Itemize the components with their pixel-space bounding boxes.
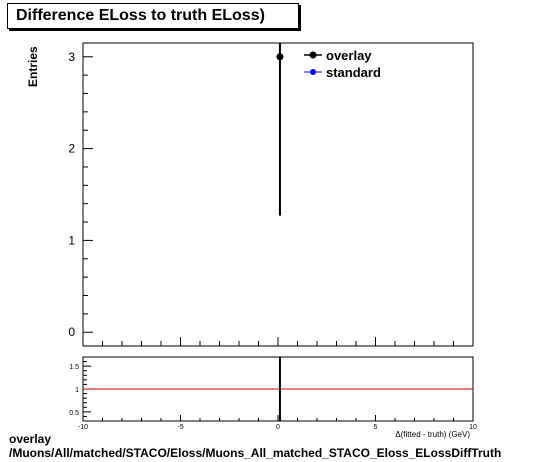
chart-title: Difference ELoss to truth ELoss) (16, 7, 265, 24)
main-data-layer (276, 43, 284, 216)
ratio-x-tick-label: -5 (177, 424, 183, 431)
main-plot-frame (82, 42, 474, 347)
main-y-tick-label: 3 (68, 50, 75, 64)
ratio-x-ticks: -10 -5 0 5 10 (78, 415, 477, 431)
ratio-x-tick-label: 5 (374, 424, 378, 431)
x-axis-label: Δ(fitted - truth) (GeV) (395, 430, 470, 439)
ratio-y-tick-label: 1.5 (69, 364, 79, 371)
chart-title-box: Difference ELoss to truth ELoss) (7, 3, 299, 29)
ratio-y-tick-label: 0.5 (69, 410, 79, 417)
legend: overlay standard (304, 48, 381, 80)
main-y-tick-label: 1 (68, 233, 75, 247)
main-y-tick-label: 2 (68, 142, 75, 156)
caption-line-2: /Muons/All/matched/STACO/Eloss/Muons_All… (9, 446, 502, 460)
data-point-marker (276, 53, 284, 61)
ratio-y-tick-label: 1 (75, 387, 79, 394)
caption-line-1: overlay (9, 432, 52, 446)
main-y-tick-label: 0 (68, 325, 75, 339)
ratio-point-marker (278, 387, 282, 391)
ratio-x-tick-label: -10 (78, 424, 88, 431)
legend-standard-label: standard (326, 65, 381, 80)
legend-overlay-label: overlay (326, 48, 372, 63)
y-axis-label: Entries (26, 46, 40, 87)
ratio-x-tick-label: 0 (276, 424, 280, 431)
main-x-ticks (82, 337, 474, 346)
main-y-ticks: 0 1 2 3 (68, 50, 93, 339)
legend-overlay-marker (309, 51, 317, 59)
legend-standard-marker (310, 69, 316, 75)
ratio-data-layer (83, 357, 473, 421)
ratio-x-tick-label: 10 (469, 424, 477, 431)
